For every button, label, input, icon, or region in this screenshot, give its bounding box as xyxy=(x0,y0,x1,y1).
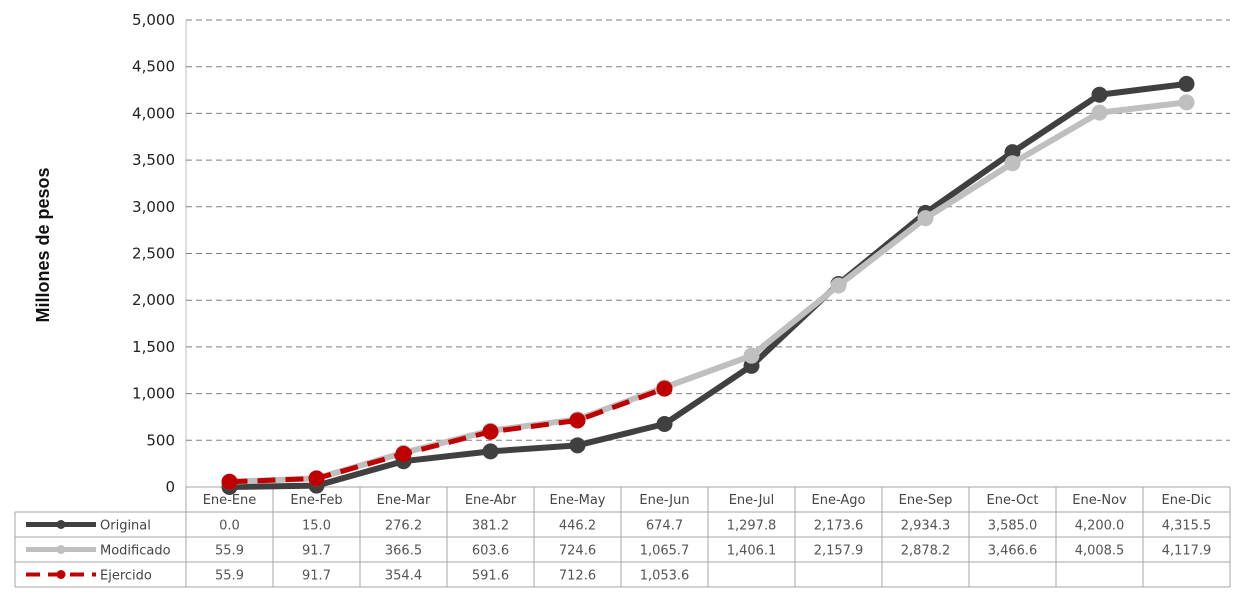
y-tick-label: 0 xyxy=(165,478,175,496)
y-tick-label: 1,500 xyxy=(132,338,175,356)
data-point xyxy=(1091,104,1108,121)
legend-label: Modificado xyxy=(100,544,171,559)
data-point xyxy=(830,277,847,294)
table-cell-value: 15.0 xyxy=(302,519,331,534)
table-cell-value: 712.6 xyxy=(559,569,596,584)
table-cell-value: 2,934.3 xyxy=(901,519,951,534)
table-cell-value: 4,117.9 xyxy=(1162,544,1212,559)
table-cell-value: 4,008.5 xyxy=(1075,544,1125,559)
data-point xyxy=(308,470,325,487)
x-tick-label: Ene-Ene xyxy=(203,493,257,508)
table-cell-value: 91.7 xyxy=(302,544,331,559)
table-cell-value: 354.4 xyxy=(385,569,422,584)
table-cell-value: 1,053.6 xyxy=(640,569,690,584)
table-cell-value: 1,297.8 xyxy=(727,519,777,534)
x-tick-label: Ene-Jun xyxy=(639,493,689,508)
legend-key-marker xyxy=(56,570,66,579)
table-cell-value: 724.6 xyxy=(559,544,596,559)
x-tick-label: Ene-Ago xyxy=(812,493,866,508)
data-point xyxy=(221,473,238,490)
table-cell-value: 603.6 xyxy=(472,544,509,559)
table-cell-value: 55.9 xyxy=(215,544,244,559)
table-cell-value: 2,878.2 xyxy=(901,544,951,559)
x-tick-label: Ene-Feb xyxy=(290,493,342,508)
x-tick-label: Ene-Sep xyxy=(899,493,953,508)
data-point xyxy=(569,437,586,454)
legend-key-marker xyxy=(56,520,66,529)
y-tick-label: 4,500 xyxy=(132,58,175,76)
y-tick-label: 5,000 xyxy=(132,11,175,29)
data-point xyxy=(656,415,673,432)
table-cell-value: 366.5 xyxy=(385,544,422,559)
y-axis-label: Millones de pesos xyxy=(33,167,53,322)
y-tick-label: 2,000 xyxy=(132,291,175,309)
data-point xyxy=(569,412,586,429)
y-tick-label: 2,500 xyxy=(132,245,175,263)
series-line xyxy=(229,386,666,485)
x-tick-label: Ene-Mar xyxy=(377,493,431,508)
data-point xyxy=(743,347,760,364)
data-point xyxy=(1178,94,1195,111)
data-point xyxy=(656,380,673,397)
table-cell-value: 674.7 xyxy=(646,519,683,534)
table-cell-value: 2,157.9 xyxy=(814,544,864,559)
table-cell-value: 1,406.1 xyxy=(727,544,777,559)
table-cell-value: 3,466.6 xyxy=(988,544,1038,559)
data-point xyxy=(1004,155,1021,172)
table-cell-value: 91.7 xyxy=(302,569,331,584)
y-tick-label: 4,000 xyxy=(132,104,175,122)
x-tick-label: Ene-Oct xyxy=(987,493,1039,508)
data-point xyxy=(1178,75,1195,92)
table-cell-value: 591.6 xyxy=(472,569,509,584)
data-point xyxy=(1091,86,1108,103)
y-tick-label: 500 xyxy=(146,431,175,449)
table-cell-value: 4,200.0 xyxy=(1075,519,1125,534)
data-point xyxy=(1004,144,1021,161)
legend-label: Ejercido xyxy=(100,569,152,584)
table-cell-value: 1,065.7 xyxy=(640,544,690,559)
x-tick-label: Ene-Jul xyxy=(729,493,775,508)
x-tick-label: Ene-Dic xyxy=(1162,493,1212,508)
x-tick-label: Ene-Abr xyxy=(465,493,517,508)
data-point xyxy=(917,210,934,227)
x-tick-label: Ene-May xyxy=(549,493,605,508)
data-point xyxy=(482,443,499,460)
data-point xyxy=(395,445,412,462)
y-tick-label: 3,000 xyxy=(132,198,175,216)
table-cell-value: 446.2 xyxy=(559,519,596,534)
legend-label: Original xyxy=(100,519,151,534)
table-cell-value: 55.9 xyxy=(215,569,244,584)
series-line xyxy=(229,99,1187,485)
data-point xyxy=(482,423,499,440)
table-cell-value: 276.2 xyxy=(385,519,422,534)
y-tick-label: 3,500 xyxy=(132,151,175,169)
y-tick-label: 1,000 xyxy=(132,385,175,403)
table-cell-value: 4,315.5 xyxy=(1162,519,1212,534)
legend-key-marker xyxy=(56,545,66,554)
x-tick-label: Ene-Nov xyxy=(1072,493,1127,508)
table-cell-value: 381.2 xyxy=(472,519,509,534)
table-cell-value: 3,585.0 xyxy=(988,519,1038,534)
table-cell-value: 0.0 xyxy=(219,519,240,534)
series-line xyxy=(229,80,1187,490)
table-cell-value: 2,173.6 xyxy=(814,519,864,534)
